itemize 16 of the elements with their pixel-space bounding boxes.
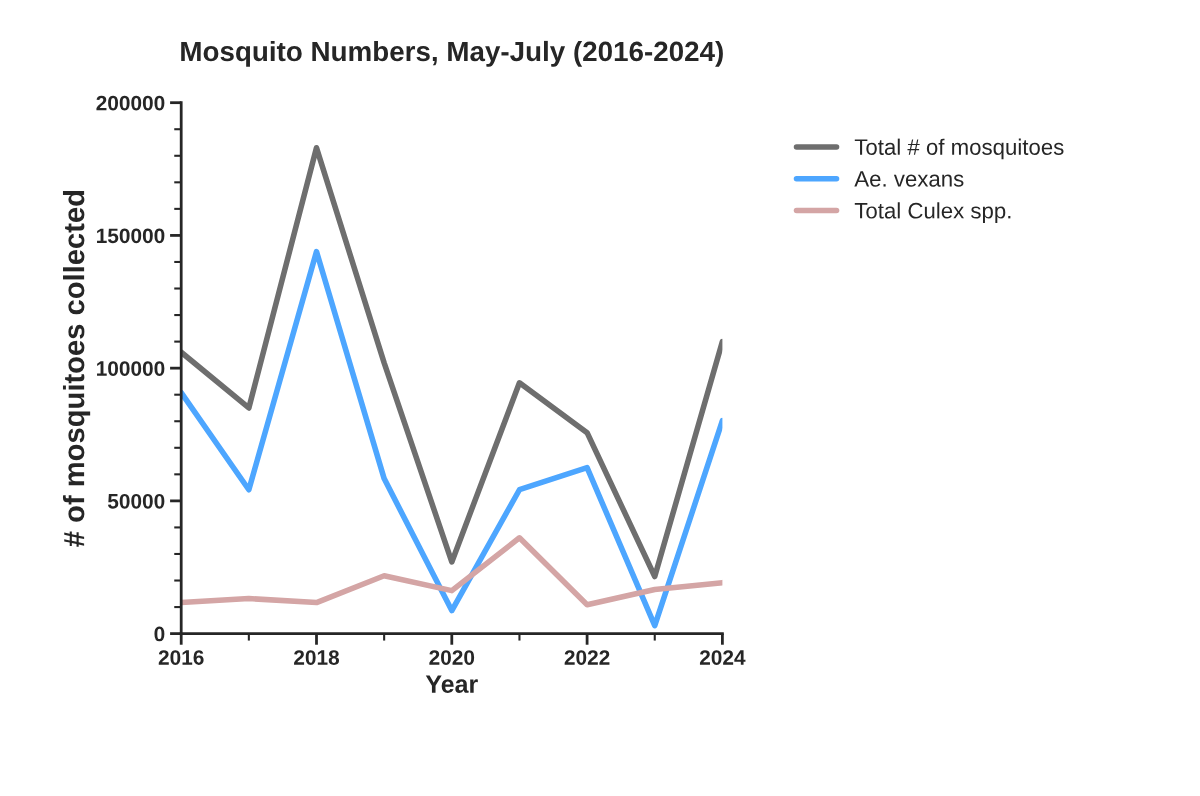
legend-label: Total # of mosquitoes xyxy=(854,138,1064,160)
legend-label: Ae. vexans xyxy=(854,171,964,187)
y-tick-label: 50000 xyxy=(107,493,165,509)
legend-label: Total Culex spp. xyxy=(854,202,1011,223)
y-tick-label: 100000 xyxy=(97,361,165,376)
x-tick-label: 2016 xyxy=(158,650,204,665)
y-tick-label: 150000 xyxy=(97,228,165,244)
y-tick-label: 0 xyxy=(154,626,165,642)
x-tick-label: 2022 xyxy=(564,650,610,665)
x-tick-label: 2020 xyxy=(429,650,475,665)
x-tick-label: 2018 xyxy=(294,650,340,665)
y-axis-title: # of mosquitoes collected xyxy=(62,190,91,547)
y-tick-label: 200000 xyxy=(96,95,165,111)
x-tick-label: 2024 xyxy=(699,650,746,665)
x-axis-title: Year xyxy=(425,675,478,693)
chart-title: Mosquito Numbers, May-July (2016-2024) xyxy=(181,40,723,67)
